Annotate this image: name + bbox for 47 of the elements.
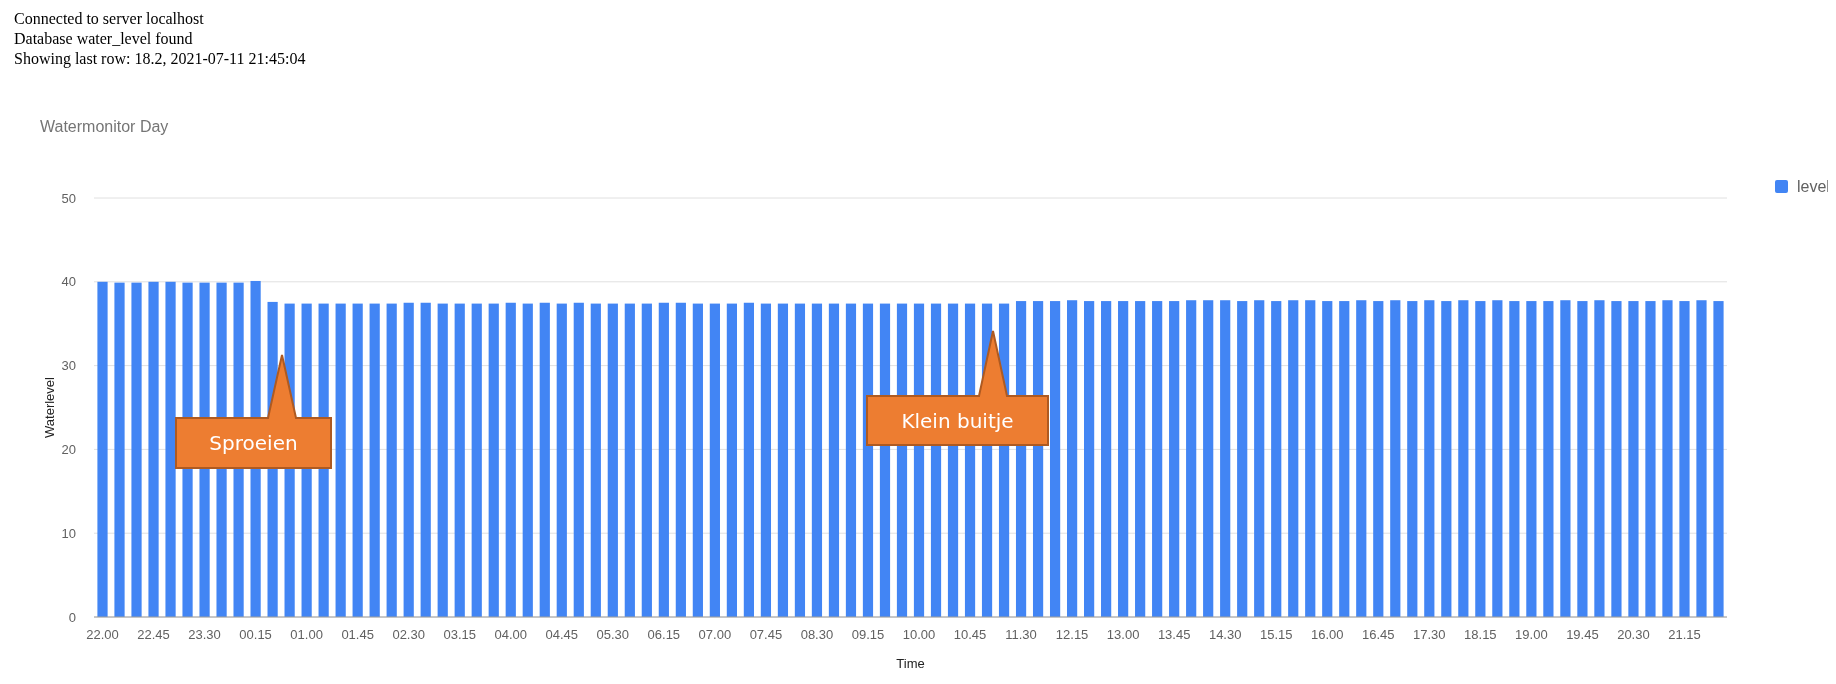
x-tick-label: 14.30 bbox=[1208, 627, 1242, 642]
x-tick-label: 11.30 bbox=[1005, 627, 1037, 642]
x-tick-label: 23.30 bbox=[188, 627, 221, 642]
x-tick-label: 10.00 bbox=[902, 627, 936, 642]
x-tick-label: 04.45 bbox=[545, 627, 579, 642]
x-tick-label: 01.00 bbox=[290, 627, 323, 642]
x-tick-label: 05.30 bbox=[596, 627, 630, 642]
y-tick-label: 10 bbox=[61, 525, 76, 541]
legend-label: level bbox=[1797, 178, 1830, 196]
x-tick-label: 08.30 bbox=[800, 627, 834, 642]
x-tick-label: 01.45 bbox=[341, 627, 374, 642]
x-tick-label: 22.00 bbox=[86, 627, 119, 642]
annotation: Klein buitje bbox=[901, 408, 1014, 433]
y-tick-label: 40 bbox=[61, 274, 76, 290]
x-tick-label: 00.15 bbox=[239, 627, 272, 642]
y-tick-label: 0 bbox=[68, 609, 76, 625]
x-tick-label: 07.45 bbox=[749, 627, 783, 642]
chart-title: Watermonitor Day bbox=[40, 118, 169, 135]
x-tick-label: 15.15 bbox=[1259, 627, 1293, 642]
x-axis-title: Time bbox=[896, 656, 925, 671]
x-tick-label: 13.00 bbox=[1106, 627, 1140, 642]
y-tick-label: 50 bbox=[61, 190, 76, 206]
y-tick-label: 20 bbox=[61, 441, 76, 457]
x-tick-label: 22.45 bbox=[137, 627, 170, 642]
x-tick-label: 09.15 bbox=[851, 627, 885, 642]
text: Database water_level found bbox=[14, 30, 193, 47]
annotation: Sproeien bbox=[209, 431, 298, 455]
x-tick-label: 19.45 bbox=[1566, 627, 1599, 642]
x-tick-label: 17.30 bbox=[1413, 627, 1446, 642]
x-tick-label: 04.00 bbox=[494, 627, 528, 642]
x-tick-label: 19.00 bbox=[1515, 627, 1548, 642]
x-tick-label: 06.15 bbox=[647, 627, 681, 642]
x-tick-label: 18.15 bbox=[1464, 627, 1497, 642]
x-tick-label: 12.15 bbox=[1055, 627, 1089, 642]
x-tick-label: 16.00 bbox=[1310, 627, 1344, 642]
x-tick-label: 10.45 bbox=[953, 627, 987, 642]
text: Connected to server localhost bbox=[14, 10, 205, 27]
x-tick-label: 02.30 bbox=[392, 627, 425, 642]
x-tick-label: 03.15 bbox=[443, 627, 476, 642]
x-tick-label: 07.00 bbox=[698, 627, 732, 642]
y-axis-title: Waterlevel bbox=[42, 376, 57, 438]
y-tick-label: 30 bbox=[61, 358, 76, 374]
text: Showing last row: 18.2, 2021-07-11 21:45:04 bbox=[14, 50, 306, 68]
x-tick-label: 20.30 bbox=[1617, 627, 1650, 642]
x-tick-label: 13.45 bbox=[1157, 627, 1191, 642]
x-tick-label: 16.45 bbox=[1362, 627, 1395, 642]
x-tick-label: 21.15 bbox=[1668, 627, 1701, 642]
